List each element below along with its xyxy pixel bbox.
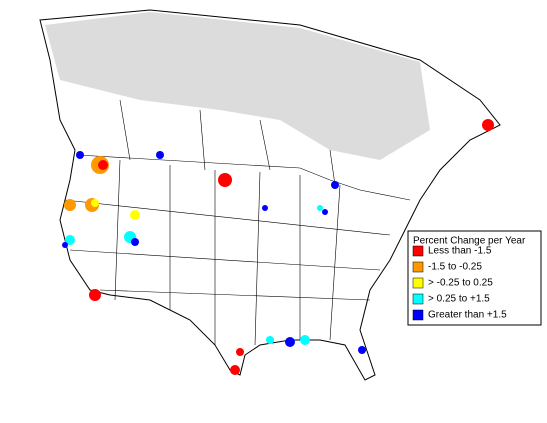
legend-swatch — [412, 293, 424, 305]
site — [331, 181, 339, 189]
sites — [62, 119, 494, 375]
site — [482, 119, 494, 131]
site — [98, 160, 108, 170]
legend-box — [407, 230, 542, 326]
site — [262, 205, 268, 211]
boundaries — [64, 99, 411, 346]
site — [156, 151, 164, 159]
site — [91, 199, 99, 207]
site — [131, 238, 139, 246]
site — [266, 336, 274, 344]
legend-title: Percent Change per Year — [413, 236, 526, 247]
site — [76, 151, 84, 159]
legend-swatch — [412, 277, 424, 289]
site — [358, 346, 366, 354]
site — [89, 289, 101, 301]
legend-swatch — [412, 245, 424, 257]
site — [285, 337, 295, 347]
site — [236, 348, 244, 356]
legend-label: Less than -1.5 — [428, 246, 492, 257]
legend-label: > 0.25 to +1.5 — [428, 294, 490, 305]
site — [62, 242, 68, 248]
legend-label: Greater than +1.5 — [428, 310, 507, 321]
site — [65, 235, 75, 245]
site — [230, 365, 240, 375]
site — [317, 205, 323, 211]
legend-swatch — [412, 309, 424, 321]
site — [322, 209, 328, 215]
site — [130, 210, 140, 220]
northern-zone — [45, 12, 430, 160]
legend-swatch — [412, 261, 424, 273]
site — [64, 199, 76, 211]
site — [218, 173, 232, 187]
legend-label: > -0.25 to 0.25 — [428, 278, 493, 289]
site — [300, 335, 310, 345]
legend-label: -1.5 to -0.25 — [428, 262, 482, 273]
legend: Percent Change per Year Less than -1.5 -1… — [407, 230, 542, 326]
